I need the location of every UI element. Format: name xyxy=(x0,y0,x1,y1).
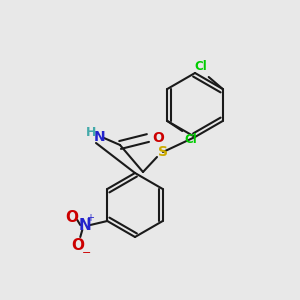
Text: Cl: Cl xyxy=(194,60,207,73)
Text: H: H xyxy=(86,127,96,140)
Text: +: + xyxy=(86,213,94,223)
Text: O: O xyxy=(71,238,84,253)
Text: O: O xyxy=(65,209,78,224)
Text: S: S xyxy=(158,145,168,159)
Text: Cl: Cl xyxy=(184,133,197,146)
Text: N: N xyxy=(79,218,92,232)
Text: O: O xyxy=(152,131,164,145)
Text: N: N xyxy=(94,130,106,144)
Text: −: − xyxy=(82,248,91,258)
